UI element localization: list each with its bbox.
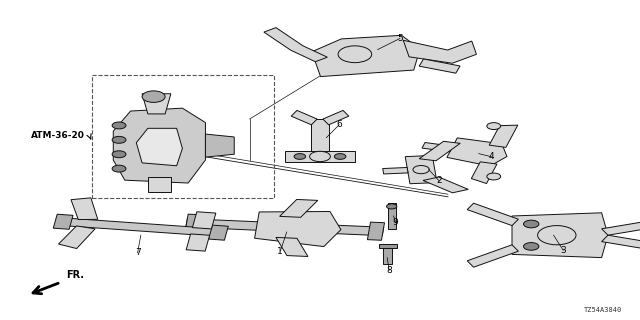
- Polygon shape: [186, 234, 210, 251]
- Text: ATM-36-20: ATM-36-20: [31, 132, 84, 140]
- Circle shape: [387, 204, 397, 209]
- Polygon shape: [423, 177, 468, 193]
- Polygon shape: [383, 167, 408, 174]
- Circle shape: [524, 220, 539, 228]
- Polygon shape: [419, 141, 460, 161]
- Circle shape: [538, 226, 576, 245]
- Circle shape: [112, 151, 126, 158]
- Circle shape: [310, 151, 330, 162]
- Text: 5: 5: [397, 34, 403, 43]
- Polygon shape: [148, 177, 171, 192]
- Text: 6: 6: [337, 120, 342, 129]
- Circle shape: [112, 122, 126, 129]
- Polygon shape: [185, 214, 202, 232]
- Polygon shape: [205, 134, 234, 157]
- Polygon shape: [467, 245, 518, 267]
- Polygon shape: [136, 128, 182, 166]
- Text: 9: 9: [393, 218, 398, 227]
- Polygon shape: [388, 203, 396, 229]
- Text: 4: 4: [489, 152, 494, 161]
- Polygon shape: [312, 119, 329, 156]
- Text: TZ54A3840: TZ54A3840: [584, 308, 622, 313]
- Polygon shape: [113, 108, 205, 183]
- Polygon shape: [489, 125, 518, 148]
- Polygon shape: [403, 40, 476, 63]
- Circle shape: [524, 243, 539, 250]
- Polygon shape: [58, 226, 95, 249]
- Circle shape: [294, 154, 306, 159]
- Circle shape: [142, 91, 165, 102]
- Polygon shape: [447, 138, 507, 166]
- Polygon shape: [602, 235, 640, 248]
- Polygon shape: [193, 212, 216, 229]
- Text: 1: 1: [278, 247, 283, 256]
- Polygon shape: [422, 142, 453, 152]
- Text: FR.: FR.: [66, 270, 84, 280]
- Polygon shape: [405, 156, 437, 184]
- Bar: [92, 75, 274, 198]
- Polygon shape: [186, 219, 384, 236]
- Circle shape: [413, 165, 429, 174]
- Polygon shape: [264, 28, 327, 62]
- Polygon shape: [367, 222, 385, 240]
- Polygon shape: [255, 212, 341, 247]
- Circle shape: [487, 173, 500, 180]
- Polygon shape: [512, 213, 608, 258]
- Polygon shape: [280, 199, 318, 217]
- Polygon shape: [285, 151, 355, 162]
- Polygon shape: [53, 214, 73, 229]
- Circle shape: [338, 46, 372, 63]
- Text: 3: 3: [561, 246, 566, 255]
- Circle shape: [334, 154, 346, 159]
- Polygon shape: [602, 222, 640, 235]
- Polygon shape: [419, 59, 460, 73]
- Text: 2: 2: [436, 176, 442, 185]
- Circle shape: [487, 123, 500, 130]
- Polygon shape: [291, 110, 317, 125]
- Polygon shape: [323, 110, 349, 125]
- Polygon shape: [312, 35, 420, 76]
- Polygon shape: [467, 203, 518, 226]
- Polygon shape: [379, 244, 397, 248]
- Polygon shape: [142, 94, 171, 114]
- Polygon shape: [209, 225, 228, 240]
- Polygon shape: [276, 237, 308, 256]
- Text: 8: 8: [387, 266, 392, 275]
- Polygon shape: [71, 198, 98, 220]
- Text: 7: 7: [135, 248, 140, 257]
- Polygon shape: [471, 162, 497, 184]
- Polygon shape: [383, 245, 392, 264]
- Circle shape: [112, 165, 126, 172]
- Polygon shape: [58, 218, 224, 237]
- Circle shape: [112, 136, 126, 143]
